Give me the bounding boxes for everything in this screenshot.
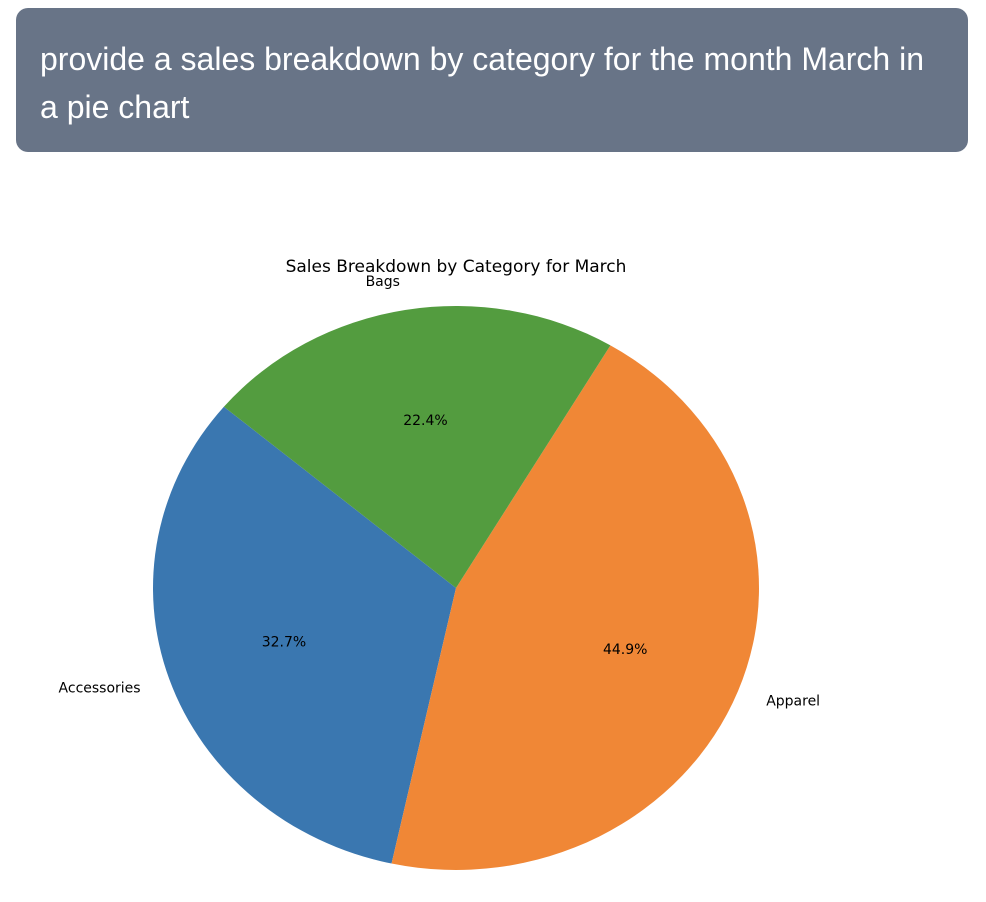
prompt-text: provide a sales breakdown by category fo…: [40, 41, 925, 125]
pie-chart-svg: Sales Breakdown by Category for March 32…: [59, 257, 821, 870]
pie-slice-bags: [223, 306, 611, 588]
chart-title: Sales Breakdown by Category for March: [286, 257, 627, 277]
slice-label-bags: Bags: [366, 274, 400, 290]
slice-percent-accessories: 32.7%: [262, 635, 306, 651]
slice-percent-bags: 22.4%: [403, 413, 447, 429]
slice-label-apparel: Apparel: [766, 693, 820, 709]
pie-slice-accessories: [153, 406, 456, 864]
pie-slice-apparel: [391, 345, 759, 870]
pie-slices: [153, 306, 759, 870]
slice-percent-apparel: 44.9%: [603, 642, 647, 658]
pie-chart: Sales Breakdown by Category for March 32…: [0, 230, 986, 902]
prompt-message: provide a sales breakdown by category fo…: [16, 8, 968, 152]
pie-labels: 32.7% Accessories 44.9% Apparel 22.4% Bags: [59, 274, 821, 709]
slice-label-accessories: Accessories: [59, 680, 141, 696]
